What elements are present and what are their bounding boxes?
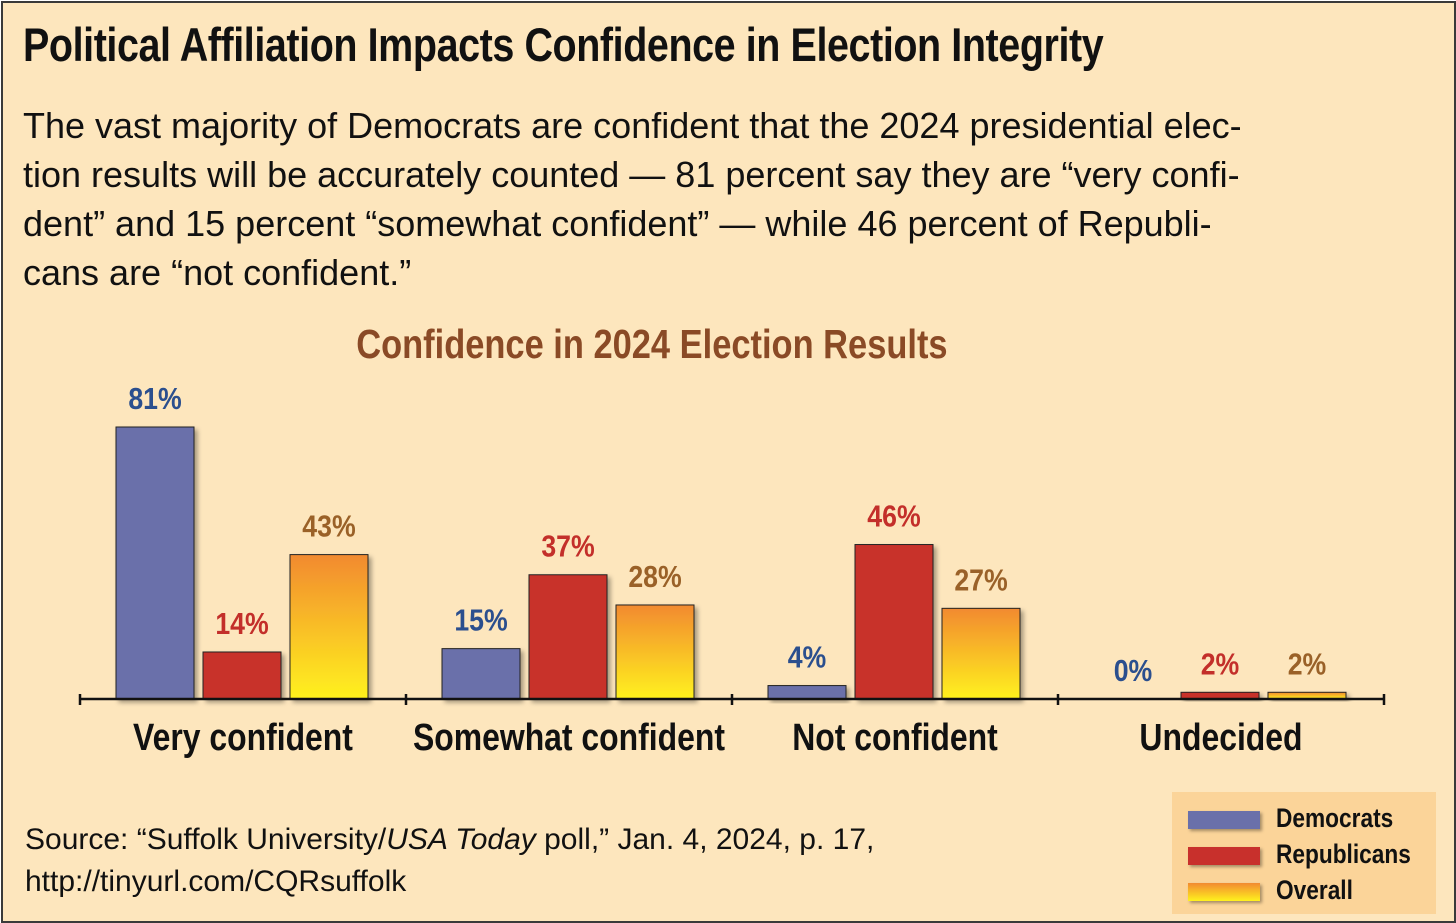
source-suffix: poll,” Jan. 4, 2024, p. 17,	[535, 823, 875, 856]
legend-swatch-overall	[1188, 883, 1260, 901]
category-label: Very confident	[133, 716, 353, 758]
source-note: Source: “Suffolk University/USA Today po…	[25, 819, 874, 903]
bar-republicans-not-confident	[854, 544, 934, 700]
legend-swatch-republicans	[1188, 847, 1260, 865]
data-label-overall-not-confident: 27%	[954, 564, 1007, 598]
bar-chart: 81% 14% 43% Very confident 15% 37% 28% Somewhat…	[78, 382, 1386, 759]
category-label: Undecided	[1139, 716, 1302, 758]
data-label-republicans-undecided: 2%	[1201, 647, 1240, 681]
legend-label-overall: Overall	[1276, 875, 1353, 905]
subtitle: The vast majority of Democrats are confi…	[23, 101, 1423, 297]
bar-democrats-somewhat-confident	[441, 648, 521, 700]
data-label-democrats-somewhat-confident: 15%	[454, 604, 507, 638]
subtitle-line: The vast majority of Democrats are confi…	[23, 105, 1242, 146]
category-label: Not confident	[792, 716, 998, 758]
bar-republicans-somewhat-confident	[528, 574, 608, 700]
data-label-republicans-somewhat-confident: 37%	[541, 530, 594, 564]
chart-title: Confidence in 2024 Election Results	[356, 321, 948, 367]
source-line-1: Source: “Suffolk University/USA Today po…	[25, 819, 874, 861]
data-label-democrats-undecided: 0%	[1114, 654, 1153, 688]
bar-democrats-very-confident	[115, 426, 195, 700]
source-url: http://tinyurl.com/CQRsuffolk	[25, 865, 407, 898]
subtitle-line: cans are “not confident.”	[23, 252, 412, 293]
chart-legend: Democrats Republicans Overall	[1172, 792, 1436, 914]
data-label-overall-somewhat-confident: 28%	[628, 560, 681, 594]
subtitle-line: dent” and 15 percent “somewhat confident…	[23, 203, 1212, 244]
source-publication: USA Today	[386, 823, 536, 856]
data-label-republicans-very-confident: 14%	[215, 607, 268, 641]
legend-label-republicans: Republicans	[1276, 839, 1411, 869]
legend-label-democrats: Democrats	[1276, 803, 1394, 833]
bar-republicans-very-confident	[202, 651, 282, 700]
data-label-democrats-not-confident: 4%	[788, 641, 827, 675]
legend-swatch-democrats	[1188, 811, 1260, 829]
bar-overall-somewhat-confident	[615, 604, 695, 700]
headline: Political Affiliation Impacts Confidence…	[23, 18, 1104, 71]
bar-overall-very-confident	[289, 554, 369, 700]
data-label-democrats-very-confident: 81%	[128, 382, 181, 416]
data-label-overall-undecided: 2%	[1288, 647, 1327, 681]
subtitle-line: tion results will be accurately counted …	[23, 154, 1240, 195]
category-label: Somewhat confident	[413, 716, 725, 758]
data-label-republicans-not-confident: 46%	[867, 500, 920, 534]
bar-democrats-not-confident	[767, 685, 847, 700]
bar-overall-not-confident	[941, 607, 1021, 700]
source-prefix: Source: “Suffolk University/	[25, 823, 387, 856]
data-label-overall-very-confident: 43%	[302, 510, 355, 544]
